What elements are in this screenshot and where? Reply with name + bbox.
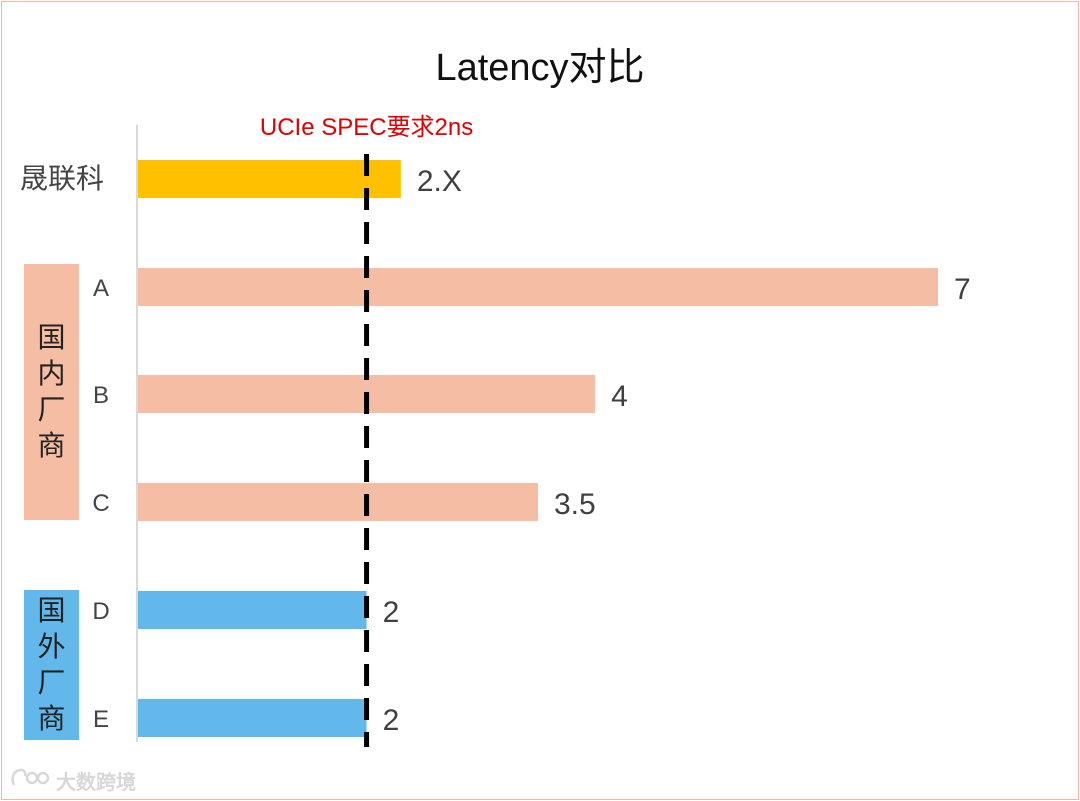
data-label: 7 <box>954 273 971 306</box>
data-label: 2 <box>383 596 400 629</box>
group-label-char: 国 <box>37 321 66 354</box>
chart-title: Latency对比 <box>435 47 645 89</box>
group-label-char: 内 <box>37 357 66 390</box>
category-label: D <box>92 598 109 625</box>
category-label: A <box>93 275 109 302</box>
group-label-domestic: 国内厂商 <box>24 264 79 520</box>
data-label: 4 <box>611 380 628 413</box>
group-label-char: 商 <box>37 702 66 735</box>
category-label: B <box>93 382 109 409</box>
reference-line-label: UCIe SPEC要求2ns <box>260 114 473 141</box>
group-label-char: 厂 <box>37 666 66 699</box>
group-label-char: 外 <box>37 630 66 663</box>
data-label: 3.5 <box>554 488 596 521</box>
category-label: E <box>93 706 109 733</box>
bar-1 <box>138 268 938 306</box>
watermark-logo-icon <box>10 767 50 794</box>
group-label-foreign: 国外厂商 <box>24 590 79 740</box>
bar-0 <box>138 160 401 198</box>
data-label: 2.X <box>417 165 462 198</box>
data-label: 2 <box>383 704 400 737</box>
bar-3 <box>138 483 538 521</box>
group-label-char: 国 <box>37 594 66 627</box>
watermark: 大数跨境 <box>10 766 136 795</box>
category-label: 晟联科 <box>20 163 104 194</box>
bar-4 <box>138 591 367 629</box>
watermark-text: 大数跨境 <box>56 770 136 794</box>
group-label-char: 厂 <box>37 393 66 426</box>
category-label: C <box>92 490 109 517</box>
group-label-char: 商 <box>37 429 66 462</box>
bar-5 <box>138 699 367 737</box>
